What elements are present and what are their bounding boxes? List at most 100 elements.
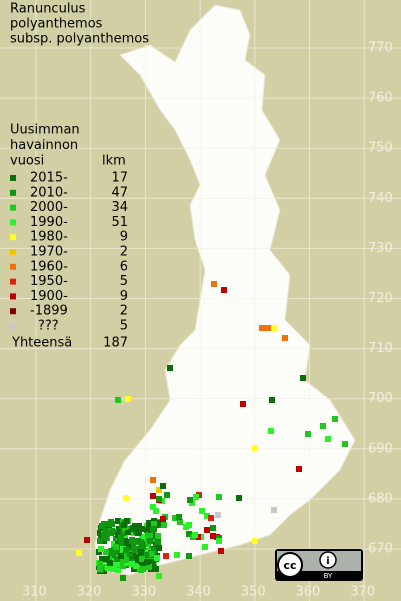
observation xyxy=(84,537,90,543)
y-label: 720 xyxy=(368,291,393,306)
observation xyxy=(136,523,142,529)
observation xyxy=(300,375,306,381)
y-label: 770 xyxy=(368,41,393,56)
observation xyxy=(202,544,208,550)
observation xyxy=(221,287,227,293)
observation xyxy=(148,559,154,565)
observation xyxy=(342,441,348,447)
observation xyxy=(109,521,115,527)
observation xyxy=(153,566,159,572)
y-label: 690 xyxy=(368,441,393,456)
legend-swatch xyxy=(10,219,16,226)
observation xyxy=(325,436,331,442)
observation xyxy=(199,508,205,514)
legend-swatch xyxy=(10,234,16,241)
legend-count: 47 xyxy=(111,185,128,200)
observation xyxy=(139,534,145,540)
legend-count: 5 xyxy=(120,274,128,289)
observation xyxy=(167,365,173,371)
observation xyxy=(135,530,141,536)
observation xyxy=(146,532,152,538)
observation xyxy=(252,538,258,544)
observation xyxy=(156,573,162,579)
observation xyxy=(120,530,126,536)
observation xyxy=(105,521,111,527)
observation xyxy=(218,548,224,554)
observation xyxy=(129,538,135,544)
observation xyxy=(105,565,111,571)
observation xyxy=(268,428,274,434)
observation xyxy=(144,559,150,565)
observation xyxy=(133,563,139,569)
observation xyxy=(108,530,114,536)
observation xyxy=(118,553,124,559)
observation xyxy=(271,325,277,331)
x-label: 360 xyxy=(296,585,321,600)
observation xyxy=(155,533,161,539)
observation xyxy=(204,527,210,533)
y-label: 700 xyxy=(368,391,393,406)
title-line: subsp. polyanthemos xyxy=(10,32,149,47)
observation xyxy=(187,497,193,503)
legend-label: 2015- xyxy=(30,171,68,186)
observation xyxy=(125,529,131,535)
observation xyxy=(115,567,121,573)
svg-text:i: i xyxy=(326,556,329,567)
observation xyxy=(320,423,326,429)
observation xyxy=(163,553,169,559)
observation xyxy=(211,281,217,287)
observation xyxy=(129,561,135,567)
observations xyxy=(76,281,348,581)
observation xyxy=(156,496,162,502)
legend-count: 5 xyxy=(120,319,128,334)
observation xyxy=(97,538,103,544)
legend-count: 9 xyxy=(120,289,128,304)
observation xyxy=(305,431,311,437)
observation xyxy=(138,549,144,555)
cc-text: cc xyxy=(283,559,296,572)
observation xyxy=(146,564,152,570)
observation xyxy=(156,545,162,551)
observation xyxy=(98,546,104,552)
observation xyxy=(215,512,221,518)
legend-label: 1950- xyxy=(30,274,68,289)
x-label: 310 xyxy=(22,585,47,600)
y-label: 680 xyxy=(368,491,393,506)
observation xyxy=(133,554,139,560)
legend-count: 34 xyxy=(111,200,128,215)
observation xyxy=(103,549,109,555)
legend-count: 9 xyxy=(120,230,128,245)
observation xyxy=(97,566,103,572)
observation xyxy=(114,549,120,555)
observation xyxy=(259,325,265,331)
legend-label: 2010- xyxy=(30,185,68,200)
observation xyxy=(252,445,258,451)
observation xyxy=(99,556,105,562)
observation xyxy=(153,508,159,514)
observation xyxy=(192,532,198,538)
observation xyxy=(76,550,82,556)
legend-swatch xyxy=(10,308,16,315)
legend-count: 17 xyxy=(111,171,128,186)
y-label: 710 xyxy=(368,341,393,356)
total-label: Yhteensä xyxy=(11,336,72,351)
license-badge: cc i BY xyxy=(275,549,363,581)
observation xyxy=(115,397,121,403)
legend-swatch xyxy=(10,323,16,329)
observation xyxy=(123,547,129,553)
observation xyxy=(138,567,144,573)
legend-label: ??? xyxy=(38,319,59,334)
observation xyxy=(269,397,275,403)
y-label: 740 xyxy=(368,191,393,206)
legend-count: 2 xyxy=(120,304,128,319)
observation xyxy=(160,483,166,489)
observation xyxy=(186,553,192,559)
observation xyxy=(151,526,157,532)
legend-header: Uusimman xyxy=(10,123,80,138)
observation xyxy=(120,563,126,569)
x-label: 370 xyxy=(350,585,375,600)
legend-label: 1900- xyxy=(30,289,68,304)
